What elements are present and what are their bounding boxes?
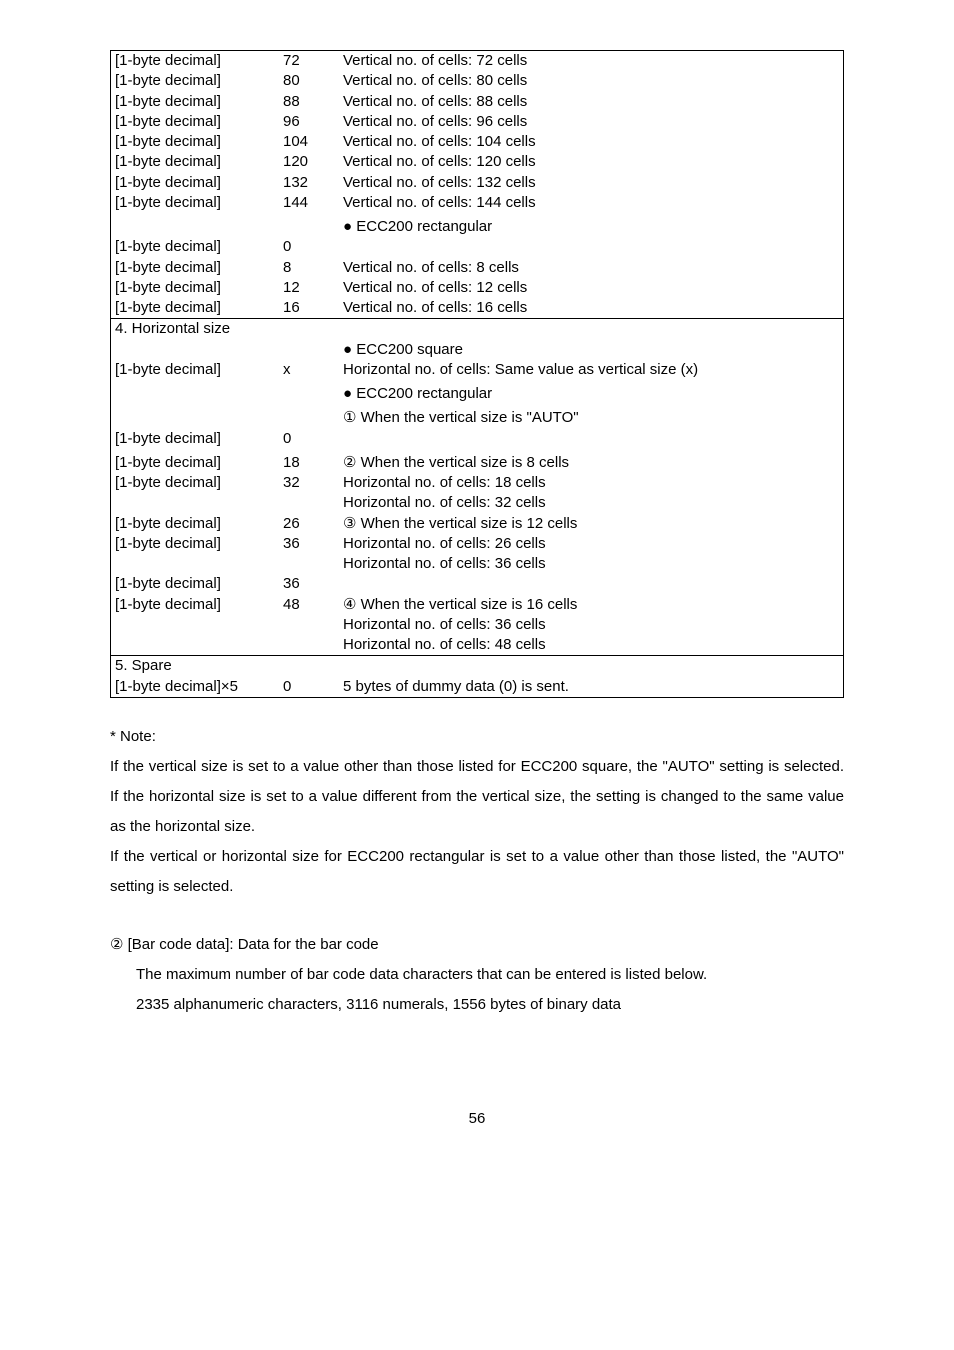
cell-val: 120 <box>279 152 339 172</box>
spec-table: [1-byte decimal] 72 Vertical no. of cell… <box>110 50 844 698</box>
note-p1: If the vertical size is set to a value o… <box>110 752 844 842</box>
cell-val: 80 <box>279 71 339 91</box>
cell-label: [1-byte decimal] <box>111 360 280 380</box>
cell-val: 32 <box>279 473 339 493</box>
case-num-1: ① <box>343 408 356 428</box>
case-text-1: When the vertical size is "AUTO" <box>361 409 579 426</box>
cell-label: [1-byte decimal] <box>111 258 280 278</box>
case-num-3: ③ <box>343 514 356 534</box>
cell-label: [1-byte decimal] <box>111 534 280 554</box>
cell-val: 12 <box>279 278 339 298</box>
page-number: 56 <box>110 1110 844 1127</box>
section-2-line1: The maximum number of bar code data char… <box>136 960 844 990</box>
cell-desc: Horizontal no. of cells: Same value as v… <box>339 360 805 380</box>
cell-label: [1-byte decimal] <box>111 237 280 257</box>
section-2: ② [Bar code data]: Data for the bar code… <box>110 930 844 1020</box>
cell-desc: Horizontal no. of cells: 18 cells <box>339 473 805 493</box>
cell-val: 36 <box>279 534 339 554</box>
cell-val: 72 <box>279 51 339 72</box>
section-2-num: ② <box>110 930 123 960</box>
cell-desc: Vertical no. of cells: 88 cells <box>339 92 805 112</box>
cell-label: [1-byte decimal] <box>111 112 280 132</box>
cell-val: 104 <box>279 132 339 152</box>
ecc200-rect-heading: ECC200 rectangular <box>343 218 492 235</box>
cell-label: [1-byte decimal] <box>111 173 280 193</box>
cell-desc: Vertical no. of cells: 12 cells <box>339 278 805 298</box>
ecc200-rect-heading-2: ECC200 rectangular <box>343 385 492 402</box>
note-heading: * Note: <box>110 722 844 752</box>
cell-label: [1-byte decimal] <box>111 278 280 298</box>
cell-label: [1-byte decimal] <box>111 51 280 72</box>
cell-label: [1-byte decimal] <box>111 132 280 152</box>
page: [1-byte decimal] 72 Vertical no. of cell… <box>0 0 954 1350</box>
cell-val: 36 <box>279 574 339 594</box>
ecc200-square-heading: ECC200 square <box>343 341 463 358</box>
cell-val: 48 <box>279 595 339 615</box>
case-num-2: ② <box>343 453 356 473</box>
cell-val: 0 <box>279 429 339 449</box>
cell-label: [1-byte decimal] <box>111 298 280 319</box>
case-text-4: When the vertical size is 16 cells <box>361 596 578 613</box>
cell-desc: Vertical no. of cells: 8 cells <box>339 258 805 278</box>
case-text-3: When the vertical size is 12 cells <box>361 515 578 532</box>
cell-desc: Vertical no. of cells: 72 cells <box>339 51 805 72</box>
cell-val: 96 <box>279 112 339 132</box>
cell-val: 88 <box>279 92 339 112</box>
cell-desc: 5 bytes of dummy data (0) is sent. <box>339 677 805 698</box>
cell-desc <box>339 237 805 257</box>
cell-label: [1-byte decimal] <box>111 514 280 534</box>
cell-label: [1-byte decimal]×5 <box>111 677 280 698</box>
note-p2: If the vertical or horizontal size for E… <box>110 842 844 902</box>
case-text-2: When the vertical size is 8 cells <box>361 454 569 471</box>
cell-desc: Vertical no. of cells: 16 cells <box>339 298 805 319</box>
cell-label: [1-byte decimal] <box>111 71 280 91</box>
cell-val: 132 <box>279 173 339 193</box>
case-num-4: ④ <box>343 595 356 615</box>
cell-val: 18 <box>279 453 339 473</box>
cell-desc: Vertical no. of cells: 104 cells <box>339 132 805 152</box>
cell-desc: Horizontal no. of cells: 36 cells <box>339 554 805 574</box>
cell-label: [1-byte decimal] <box>111 152 280 172</box>
cell-desc: Vertical no. of cells: 80 cells <box>339 71 805 91</box>
cell-label: [1-byte decimal] <box>111 595 280 615</box>
cell-label: [1-byte decimal] <box>111 574 280 594</box>
cell-val: 144 <box>279 193 339 213</box>
cell-val: x <box>279 360 339 380</box>
section-title: 5. Spare <box>111 656 340 677</box>
cell-desc: Horizontal no. of cells: 48 cells <box>339 635 805 656</box>
section-title: 4. Horizontal size <box>111 319 340 340</box>
note-block: * Note: If the vertical size is set to a… <box>110 722 844 902</box>
cell-val: 26 <box>279 514 339 534</box>
cell-desc: Vertical no. of cells: 96 cells <box>339 112 805 132</box>
cell-label: [1-byte decimal] <box>111 473 280 493</box>
cell-val: 8 <box>279 258 339 278</box>
cell-desc: Horizontal no. of cells: 26 cells <box>339 534 805 554</box>
cell-desc: Horizontal no. of cells: 32 cells <box>339 493 805 513</box>
cell-desc: Horizontal no. of cells: 36 cells <box>339 615 805 635</box>
cell-desc: Vertical no. of cells: 120 cells <box>339 152 805 172</box>
cell-label: [1-byte decimal] <box>111 453 280 473</box>
section-2-heading: [Bar code data]: Data for the bar code <box>128 936 379 953</box>
cell-label: [1-byte decimal] <box>111 92 280 112</box>
cell-desc: Vertical no. of cells: 132 cells <box>339 173 805 193</box>
section-2-line2: 2335 alphanumeric characters, 3116 numer… <box>136 990 844 1020</box>
cell-label: [1-byte decimal] <box>111 193 280 213</box>
cell-val: 0 <box>279 677 339 698</box>
cell-desc: Vertical no. of cells: 144 cells <box>339 193 805 213</box>
cell-val: 0 <box>279 237 339 257</box>
cell-label: [1-byte decimal] <box>111 429 280 449</box>
cell-val: 16 <box>279 298 339 319</box>
